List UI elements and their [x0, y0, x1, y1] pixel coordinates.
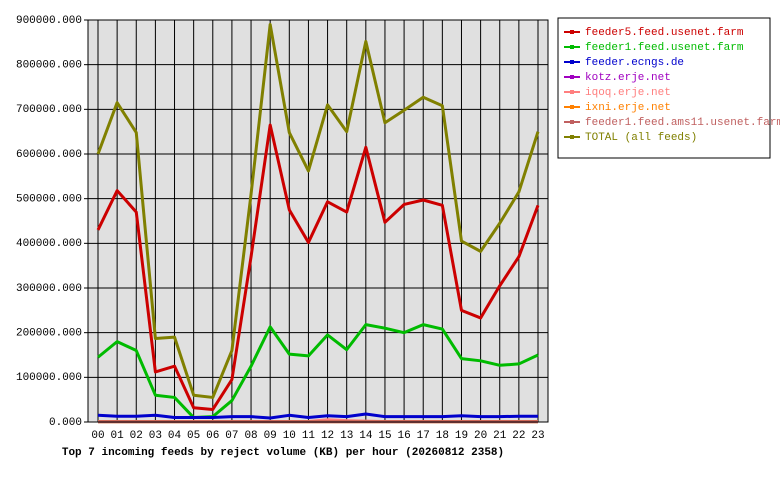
legend-marker — [570, 60, 574, 64]
x-tick-label: 17 — [417, 430, 430, 442]
legend-label: feeder5.feed.usenet.farm — [585, 27, 744, 39]
legend-marker — [570, 45, 574, 49]
legend-label: feeder1.feed.ams11.usenet.farm — [585, 117, 780, 129]
legend-label: feeder1.feed.usenet.farm — [585, 42, 744, 54]
x-tick-label: 09 — [264, 430, 277, 442]
y-tick-label: 600000.000 — [16, 149, 82, 161]
x-tick-label: 15 — [378, 430, 391, 442]
y-tick-label: 100000.000 — [16, 372, 82, 384]
y-tick-label: 700000.000 — [16, 104, 82, 116]
x-tick-label: 20 — [474, 430, 487, 442]
series-line — [96, 22, 540, 399]
x-tick-label: 00 — [91, 430, 104, 442]
series-line — [97, 412, 538, 420]
y-tick-label: 0.000 — [49, 417, 82, 429]
legend-label: ixni.erje.net — [585, 102, 671, 114]
x-tick-label: 12 — [321, 430, 334, 442]
x-tick-label: 01 — [111, 430, 125, 442]
x-tick-label: 16 — [397, 430, 410, 442]
legend-marker — [570, 30, 574, 34]
plot-border — [87, 19, 549, 423]
legend-marker — [570, 135, 574, 139]
legend-label: feeder.ecngs.de — [585, 57, 684, 69]
series-line — [97, 323, 539, 420]
legend-marker — [570, 120, 574, 124]
x-tick-label: 22 — [512, 430, 525, 442]
legend-marker — [570, 90, 574, 94]
series-line — [96, 123, 540, 411]
legend-marker — [570, 105, 574, 109]
x-tick-label: 05 — [187, 430, 200, 442]
y-tick-label: 900000.000 — [16, 15, 82, 27]
x-tick-label: 14 — [359, 430, 373, 442]
x-tick-label: 02 — [130, 430, 143, 442]
x-tick-label: 11 — [302, 430, 316, 442]
x-tick-label: 06 — [206, 430, 219, 442]
legend-label: TOTAL (all feeds) — [585, 132, 697, 144]
x-tick-label: 18 — [436, 430, 449, 442]
x-tick-label: 08 — [244, 430, 257, 442]
x-tick-label: 07 — [225, 430, 238, 442]
x-tick-label: 19 — [455, 430, 468, 442]
legend-label: kotz.erje.net — [585, 72, 671, 84]
y-tick-label: 500000.000 — [16, 194, 82, 206]
x-tick-label: 23 — [531, 430, 544, 442]
legend-marker — [570, 75, 574, 79]
legend-label: iqoq.erje.net — [585, 87, 671, 99]
x-tick-label: 03 — [149, 430, 162, 442]
x-tick-label: 04 — [168, 430, 182, 442]
y-tick-label: 300000.000 — [16, 283, 82, 295]
y-tick-label: 200000.000 — [16, 328, 82, 340]
chart-title: Top 7 incoming feeds by reject volume (K… — [62, 447, 504, 459]
x-tick-label: 10 — [283, 430, 296, 442]
y-tick-label: 800000.000 — [16, 60, 82, 72]
legend-box — [557, 17, 771, 159]
x-tick-label: 13 — [340, 430, 353, 442]
y-tick-label: 400000.000 — [16, 238, 82, 250]
x-tick-label: 21 — [493, 430, 507, 442]
